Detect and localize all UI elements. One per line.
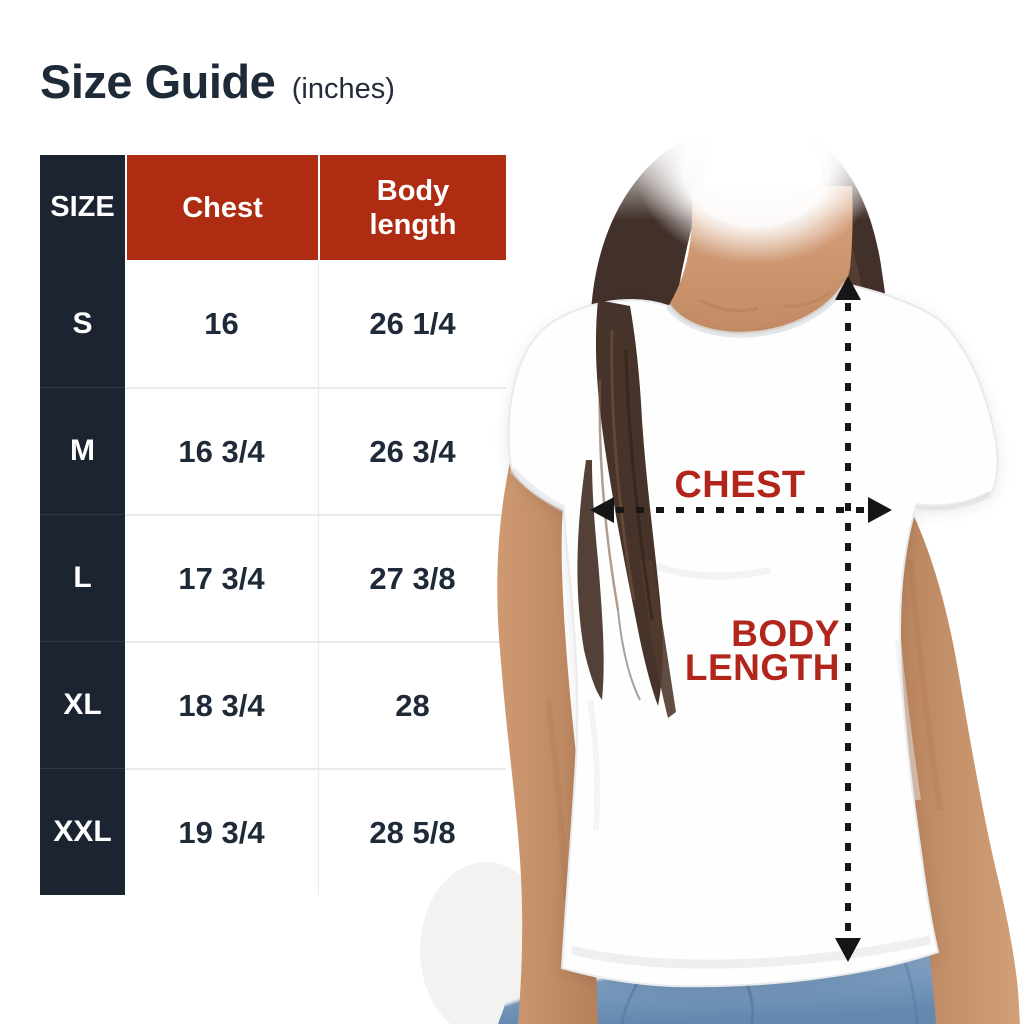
- header-body-length: Body length: [318, 155, 506, 260]
- right-arm: [894, 492, 1020, 1024]
- size-cell: XL: [40, 641, 125, 768]
- chest-measurement-label: CHEST: [674, 464, 806, 506]
- size-cell: S: [40, 260, 125, 387]
- size-cell: L: [40, 514, 125, 641]
- page-title: Size Guide (inches): [40, 54, 395, 109]
- chest-cell: 19 3/4: [125, 768, 318, 895]
- size-table: SIZE Chest Body length S 16 26 1/4 M 16 …: [40, 155, 506, 895]
- chest-cell: 18 3/4: [125, 641, 318, 768]
- table-row: L 17 3/4 27 3/8: [40, 514, 506, 641]
- body-length-label-line1: BODY: [731, 613, 840, 654]
- body-length-cell: 28 5/8: [318, 768, 506, 895]
- body-length-cell: 26 3/4: [318, 387, 506, 514]
- body-length-measurement-label: BODY LENGTH: [560, 613, 840, 688]
- chest-cell: 16 3/4: [125, 387, 318, 514]
- size-cell: M: [40, 387, 125, 514]
- page-title-units: (inches): [291, 73, 395, 105]
- body-length-cell: 26 1/4: [318, 260, 506, 387]
- face-fade: [520, 40, 990, 264]
- jeans: [498, 940, 1012, 1024]
- header-chest: Chest: [125, 155, 318, 260]
- header-size: SIZE: [40, 155, 125, 260]
- neck-skin: [666, 186, 853, 343]
- page-title-text: Size Guide: [40, 55, 276, 108]
- table-row: XXL 19 3/4 28 5/8: [40, 768, 506, 895]
- table-row: S 16 26 1/4: [40, 260, 506, 387]
- body-length-label-line2: LENGTH: [684, 647, 840, 688]
- chest-cell: 17 3/4: [125, 514, 318, 641]
- size-table-header-row: SIZE Chest Body length: [40, 155, 506, 260]
- left-arm: [497, 462, 598, 1024]
- body-length-cell: 28: [318, 641, 506, 768]
- chest-cell: 16: [125, 260, 318, 387]
- table-row: M 16 3/4 26 3/4: [40, 387, 506, 514]
- table-row: XL 18 3/4 28: [40, 641, 506, 768]
- size-cell: XXL: [40, 768, 125, 895]
- body-length-cell: 27 3/8: [318, 514, 506, 641]
